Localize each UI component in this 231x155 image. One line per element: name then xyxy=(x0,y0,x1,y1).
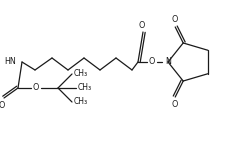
Text: HN: HN xyxy=(4,58,16,66)
Text: O: O xyxy=(171,16,177,24)
Text: CH₃: CH₃ xyxy=(74,97,88,106)
Text: N: N xyxy=(165,58,171,66)
Text: O: O xyxy=(33,84,39,93)
Text: O: O xyxy=(0,102,5,111)
Text: CH₃: CH₃ xyxy=(78,84,92,93)
Text: O: O xyxy=(139,20,145,29)
Text: O: O xyxy=(171,100,177,108)
Text: O: O xyxy=(149,58,155,66)
Text: CH₃: CH₃ xyxy=(74,69,88,78)
